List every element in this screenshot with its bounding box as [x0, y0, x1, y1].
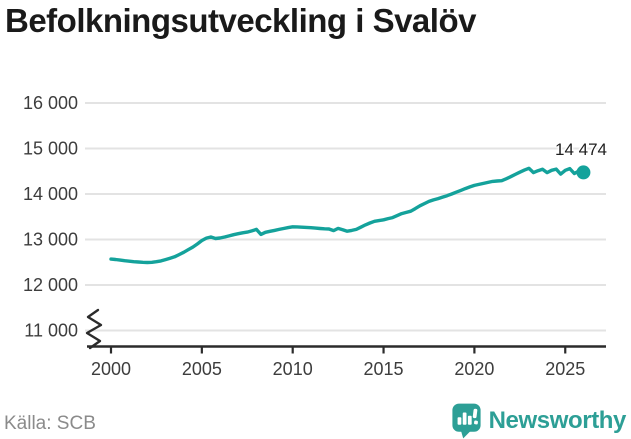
x-tick-label: 2015: [364, 359, 404, 379]
source-note: Källa: SCB: [4, 413, 96, 434]
newsworthy-logo[interactable]: Newsworthy: [451, 402, 626, 439]
x-tick-label: 2020: [454, 359, 494, 379]
y-tick-label: 12 000: [23, 275, 78, 295]
x-tick-label: 2025: [545, 359, 585, 379]
axis-break-icon: [85, 308, 103, 350]
population-line: [109, 166, 586, 265]
x-tick-label: 2000: [91, 359, 131, 379]
newsworthy-icon: [452, 403, 481, 439]
x-tick-label: 2010: [273, 359, 313, 379]
chart-title: Befolkningsutveckling i Svalöv: [5, 2, 476, 39]
y-tick-label: 14 000: [23, 184, 78, 204]
newsworthy-wordmark: Newsworthy: [488, 406, 627, 434]
x-tick-label: 2005: [182, 359, 222, 379]
y-tick-label: 16 000: [23, 93, 78, 113]
latest-point-marker: [576, 165, 591, 180]
latest-value-label: 14 474: [555, 140, 607, 159]
y-tick-label: 15 000: [23, 139, 78, 159]
y-tick-label: 13 000: [23, 230, 78, 250]
y-tick-label: 11 000: [24, 321, 78, 341]
